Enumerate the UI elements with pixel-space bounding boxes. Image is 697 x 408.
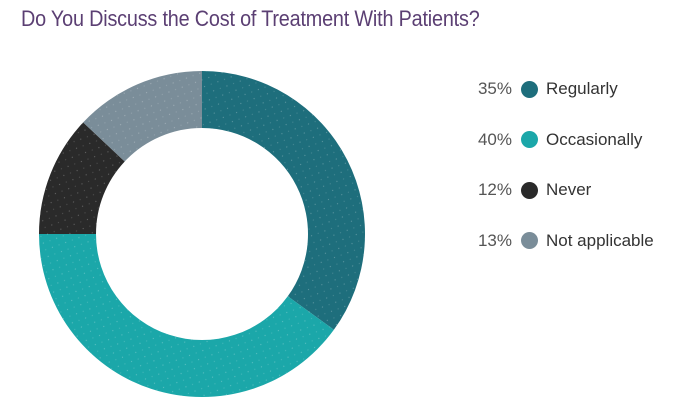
- legend-value-regularly: 35%: [477, 79, 512, 99]
- legend-value-not-applicable: 13%: [477, 230, 512, 250]
- slice-texture-never: [39, 122, 125, 234]
- legend-label-occasionally: Occasionally: [546, 129, 643, 149]
- legend: 35% Regularly 40% Occasionally 12% Never…: [458, 64, 688, 266]
- legend-label-never: Never: [546, 180, 592, 200]
- legend-swatch-regularly: [521, 80, 538, 98]
- legend-swatch-never: [521, 181, 538, 199]
- slice-texture-regularly: [202, 71, 365, 330]
- chart-title: Do You Discuss the Cost of Treatment Wit…: [21, 6, 480, 31]
- slice-texture-not-applicable: [83, 71, 202, 162]
- legend-label-not-applicable: Not applicable: [546, 230, 654, 250]
- slice-texture-occasionally: [39, 234, 334, 397]
- legend-swatch-not-applicable: [521, 232, 538, 250]
- donut-slices: [39, 71, 365, 397]
- legend-label-regularly: Regularly: [546, 79, 618, 99]
- legend-item-occasionally: 40% Occasionally: [458, 115, 688, 166]
- legend-item-regularly: 35% Regularly: [458, 64, 688, 115]
- legend-item-not-applicable: 13% Not applicable: [458, 216, 688, 267]
- legend-swatch-occasionally: [521, 131, 538, 149]
- legend-value-occasionally: 40%: [477, 129, 512, 149]
- legend-item-never: 12% Never: [458, 165, 688, 216]
- legend-value-never: 12%: [477, 180, 512, 200]
